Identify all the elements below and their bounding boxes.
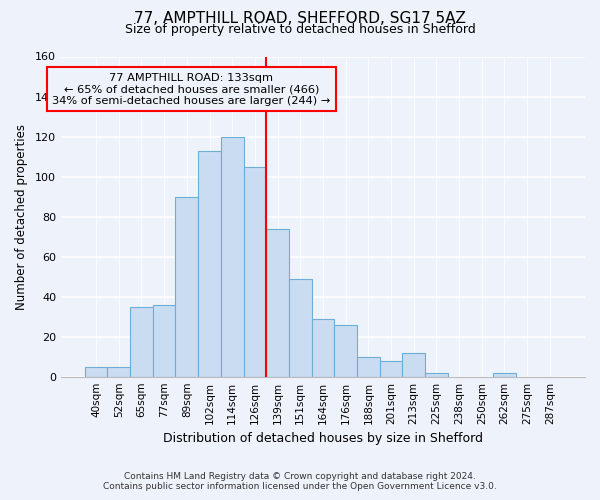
Bar <box>357 356 380 376</box>
Text: 77 AMPTHILL ROAD: 133sqm
← 65% of detached houses are smaller (466)
34% of semi-: 77 AMPTHILL ROAD: 133sqm ← 65% of detach… <box>52 72 331 106</box>
Text: Contains HM Land Registry data © Crown copyright and database right 2024.
Contai: Contains HM Land Registry data © Crown c… <box>103 472 497 491</box>
Y-axis label: Number of detached properties: Number of detached properties <box>15 124 28 310</box>
Bar <box>403 352 425 376</box>
Bar <box>311 318 334 376</box>
Bar <box>244 166 266 376</box>
X-axis label: Distribution of detached houses by size in Shefford: Distribution of detached houses by size … <box>163 432 483 445</box>
Bar <box>130 306 153 376</box>
Bar <box>380 360 403 376</box>
Text: 77, AMPTHILL ROAD, SHEFFORD, SG17 5AZ: 77, AMPTHILL ROAD, SHEFFORD, SG17 5AZ <box>134 11 466 26</box>
Bar <box>425 372 448 376</box>
Bar <box>175 196 198 376</box>
Bar <box>153 304 175 376</box>
Bar <box>198 150 221 376</box>
Bar <box>493 372 516 376</box>
Bar <box>334 324 357 376</box>
Bar <box>107 366 130 376</box>
Bar <box>289 278 311 376</box>
Text: Size of property relative to detached houses in Shefford: Size of property relative to detached ho… <box>125 24 475 36</box>
Bar <box>85 366 107 376</box>
Bar <box>221 136 244 376</box>
Bar <box>266 228 289 376</box>
